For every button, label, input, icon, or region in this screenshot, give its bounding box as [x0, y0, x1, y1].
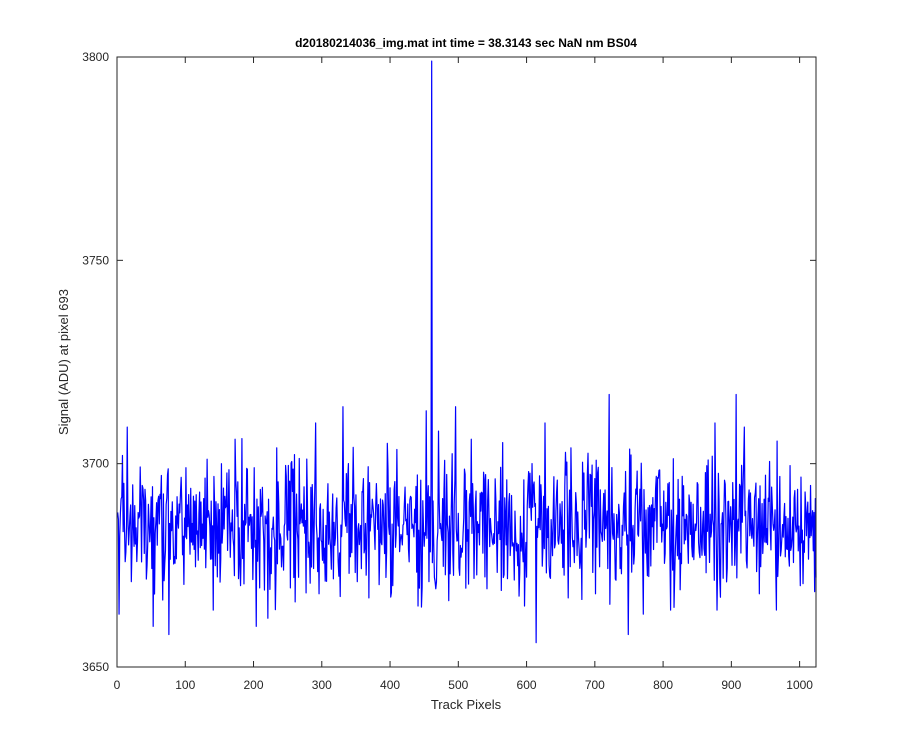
y-tick-label: 3650 [82, 660, 109, 674]
y-tick-label: 3750 [82, 253, 109, 267]
x-tick-label: 500 [448, 678, 468, 692]
y-axis-label: Signal (ADU) at pixel 693 [56, 289, 71, 435]
y-axis: 3650 3700 3750 3800 [82, 50, 816, 674]
x-tick-label: 400 [380, 678, 400, 692]
series-line-group [117, 60, 817, 644]
plot-frame [116, 56, 817, 668]
x-tick-label: 900 [721, 678, 741, 692]
x-tick-label: 100 [175, 678, 195, 692]
x-tick-label: 800 [653, 678, 673, 692]
x-tick-label: 700 [585, 678, 605, 692]
x-tick-label: 300 [312, 678, 332, 692]
x-axis-label: Track Pixels [431, 697, 502, 712]
x-tick-label: 200 [244, 678, 264, 692]
series-line [117, 60, 817, 644]
y-tick-label: 3800 [82, 50, 109, 64]
y-tick-label: 3700 [82, 457, 109, 471]
chart-title: d20180214036_img.mat int time = 38.3143 … [295, 36, 637, 50]
x-tick-label: 0 [114, 678, 121, 692]
x-axis: 0 100 200 300 400 500 600 700 800 900 1000 [114, 57, 813, 692]
x-tick-label: 1000 [786, 678, 813, 692]
x-tick-label: 600 [517, 678, 537, 692]
